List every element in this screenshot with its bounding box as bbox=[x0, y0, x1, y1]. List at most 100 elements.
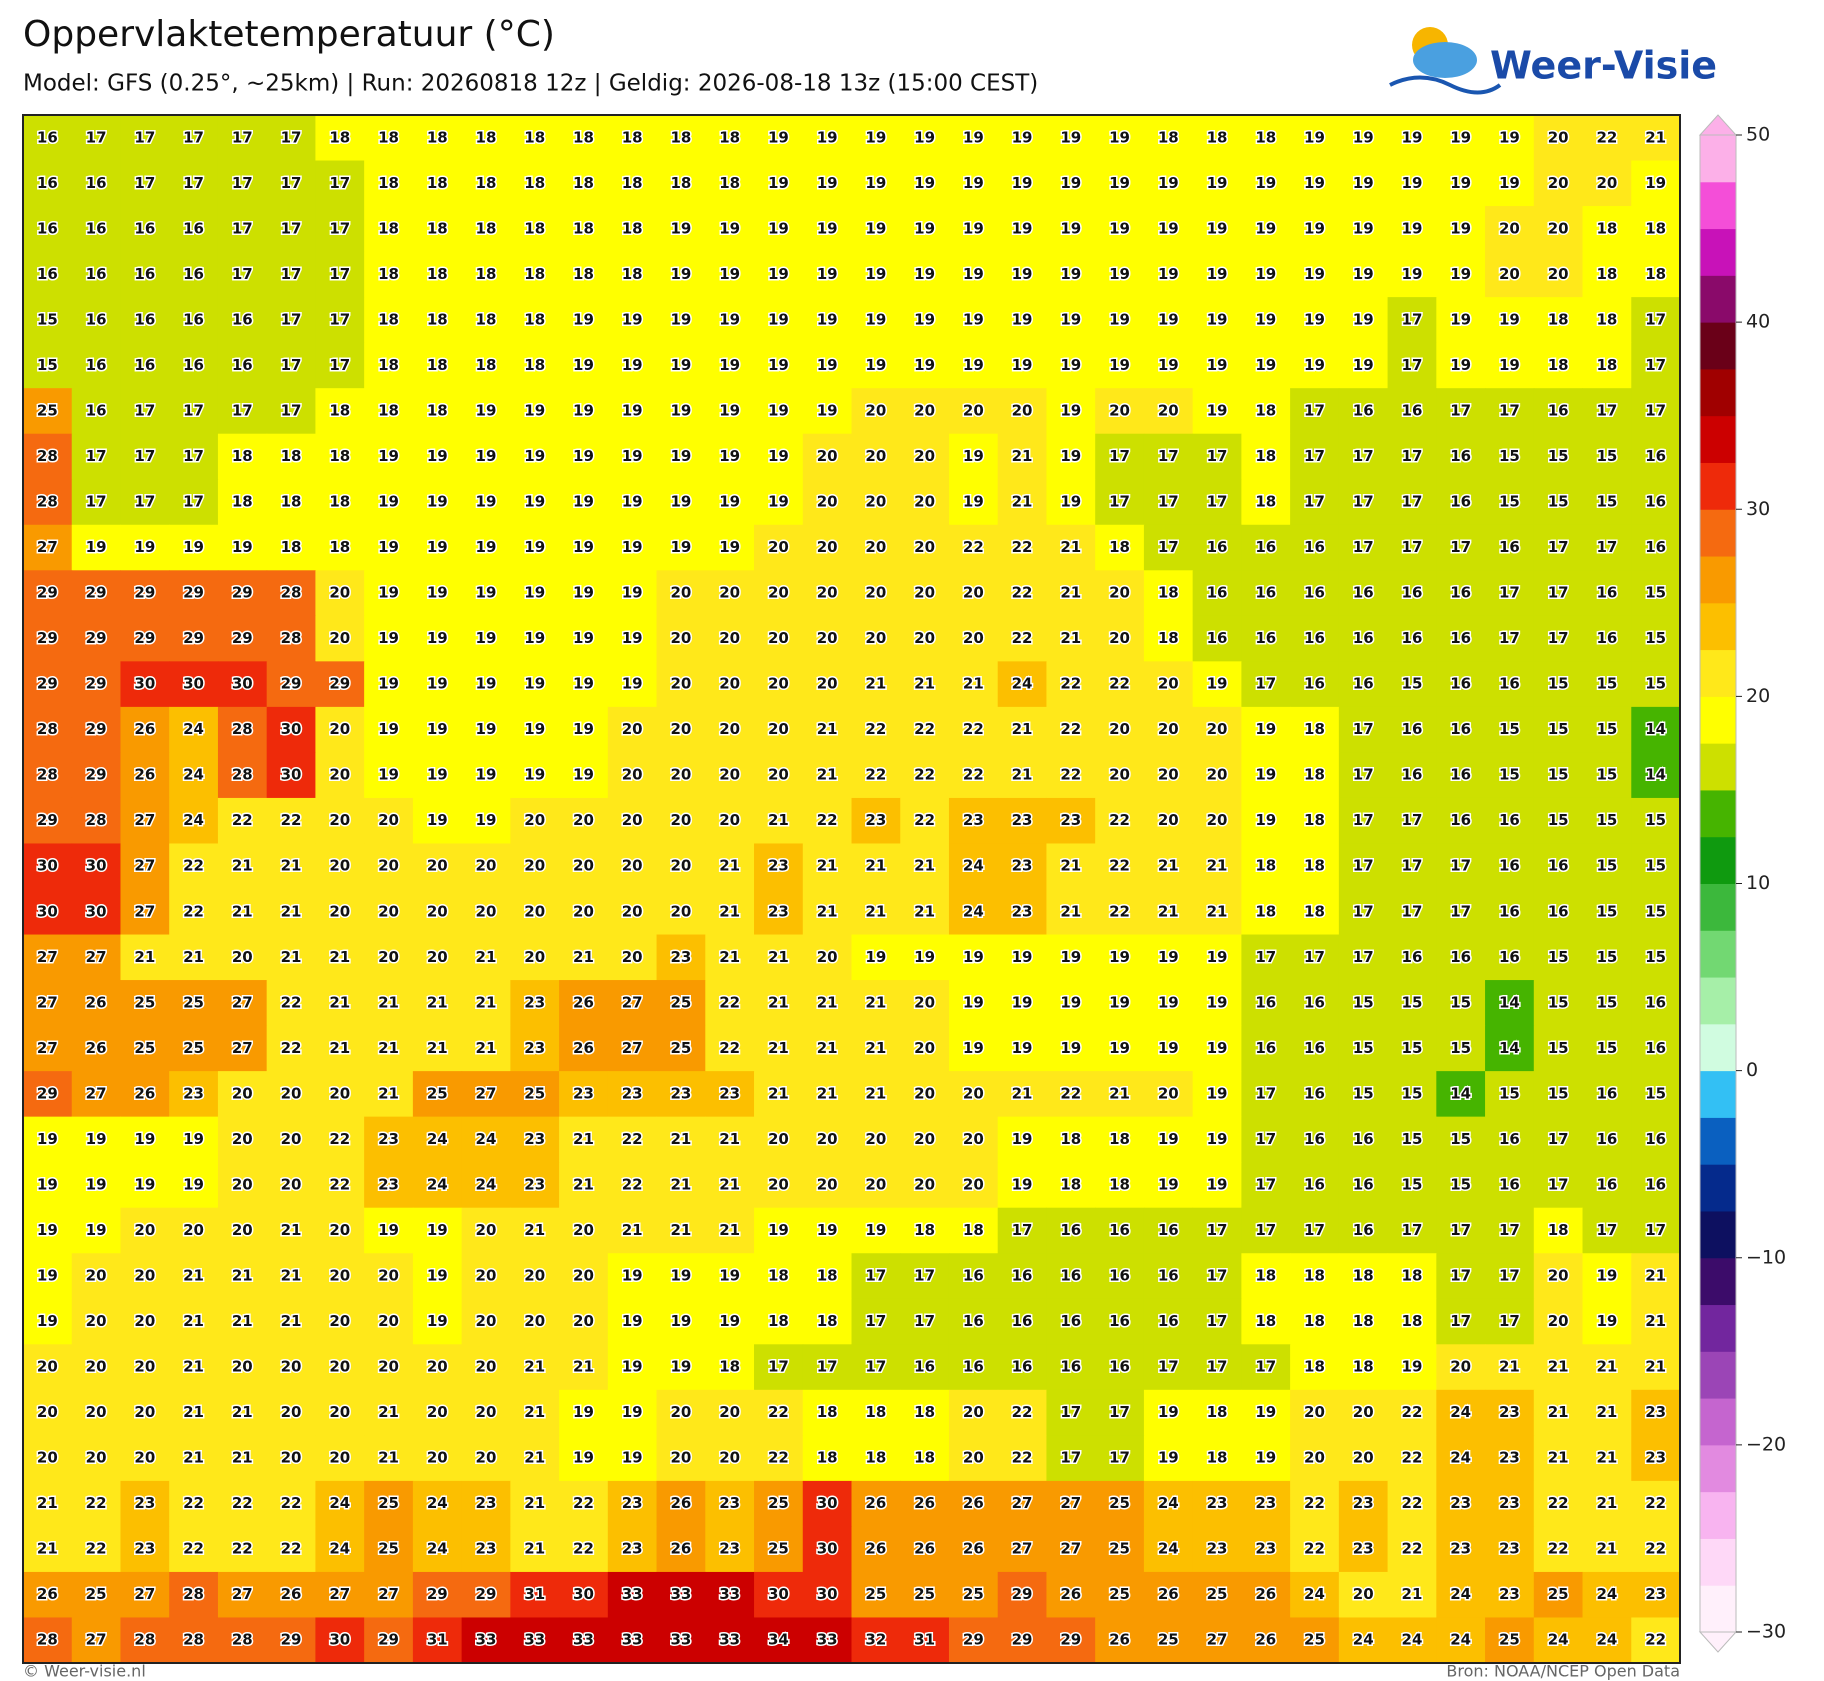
temperature-cell bbox=[900, 1571, 950, 1618]
temperature-cell bbox=[900, 388, 950, 435]
temperature-label: 20 bbox=[1548, 1267, 1569, 1285]
temperature-label: 20 bbox=[329, 1449, 350, 1467]
temperature-cell bbox=[705, 615, 755, 662]
temperature-cell bbox=[1387, 797, 1437, 844]
temperature-cell bbox=[1436, 1025, 1486, 1072]
temperature-cell bbox=[71, 934, 121, 981]
temperature-cell bbox=[802, 843, 852, 890]
temperature-label: 21 bbox=[1596, 1358, 1617, 1376]
temperature-cell bbox=[412, 706, 463, 753]
temperature-cell bbox=[900, 1025, 950, 1072]
temperature-label: 17 bbox=[1207, 493, 1228, 511]
temperature-cell bbox=[948, 479, 999, 526]
temperature-cell bbox=[948, 297, 999, 344]
temperature-label: 21 bbox=[719, 1221, 740, 1239]
temperature-cell bbox=[559, 524, 609, 571]
temperature-cell bbox=[217, 1298, 268, 1345]
temperature-label: 22 bbox=[1548, 1540, 1569, 1558]
temperature-cell bbox=[1046, 980, 1096, 1027]
temperature-label: 19 bbox=[963, 356, 984, 374]
temperature-label: 16 bbox=[1255, 538, 1276, 556]
temperature-label: 19 bbox=[232, 538, 253, 556]
temperature-label: 19 bbox=[1207, 1175, 1228, 1193]
temperature-label: 16 bbox=[1402, 629, 1423, 647]
temperature-label: 21 bbox=[1645, 1358, 1666, 1376]
temperature-label: 19 bbox=[1207, 219, 1228, 237]
temperature-cell bbox=[1143, 1389, 1194, 1436]
temperature-cell bbox=[217, 1480, 268, 1527]
colorbar-band bbox=[1700, 883, 1736, 931]
temperature-cell bbox=[802, 388, 852, 435]
temperature-cell bbox=[217, 160, 268, 207]
temperature-label: 22 bbox=[622, 1130, 643, 1148]
temperature-cell bbox=[120, 706, 170, 753]
temperature-label: 20 bbox=[1548, 265, 1569, 283]
temperature-label: 20 bbox=[524, 857, 545, 875]
temperature-label: 20 bbox=[281, 1130, 302, 1148]
temperature-cell bbox=[802, 615, 852, 662]
temperature-cell bbox=[997, 1389, 1047, 1436]
temperature-label: 23 bbox=[476, 1540, 497, 1558]
temperature-cell bbox=[754, 1253, 804, 1300]
temperature-cell bbox=[997, 752, 1047, 799]
temperature-label: 29 bbox=[37, 811, 58, 829]
temperature-label: 19 bbox=[768, 265, 789, 283]
temperature-label: 21 bbox=[865, 902, 886, 920]
temperature-cell bbox=[169, 479, 219, 526]
temperature-cell bbox=[559, 1389, 609, 1436]
temperature-label: 27 bbox=[378, 1585, 399, 1603]
temperature-cell bbox=[1241, 843, 1291, 890]
temperature-label: 20 bbox=[1499, 265, 1520, 283]
temperature-label: 19 bbox=[1158, 310, 1179, 328]
temperature-label: 19 bbox=[573, 401, 594, 419]
temperature-label: 22 bbox=[719, 993, 740, 1011]
temperature-cell bbox=[656, 206, 706, 253]
temperature-label: 18 bbox=[1158, 629, 1179, 647]
temperature-cell bbox=[217, 524, 268, 571]
temperature-cell bbox=[1192, 1435, 1242, 1482]
temperature-label: 15 bbox=[1402, 993, 1423, 1011]
temperature-cell bbox=[1143, 524, 1194, 571]
temperature-label: 22 bbox=[1012, 629, 1033, 647]
temperature-cell bbox=[461, 706, 511, 753]
temperature-cell bbox=[217, 1344, 268, 1391]
temperature-cell bbox=[754, 1389, 804, 1436]
temperature-label: 21 bbox=[524, 1494, 545, 1512]
temperature-label: 28 bbox=[232, 720, 253, 738]
temperature-cell bbox=[997, 843, 1047, 890]
temperature-label: 19 bbox=[914, 128, 935, 146]
temperature-cell bbox=[705, 342, 755, 389]
temperature-label: 26 bbox=[1255, 1585, 1276, 1603]
temperature-cell bbox=[266, 1389, 316, 1436]
temperature-label: 19 bbox=[963, 993, 984, 1011]
temperature-cell bbox=[1143, 1344, 1194, 1391]
temperature-label: 19 bbox=[573, 447, 594, 465]
temperature-cell bbox=[656, 752, 706, 799]
temperature-cell bbox=[948, 1253, 999, 1300]
temperature-label: 18 bbox=[281, 447, 302, 465]
temperature-cell bbox=[1241, 1480, 1291, 1527]
temperature-label: 19 bbox=[427, 447, 448, 465]
temperature-cell bbox=[1143, 889, 1194, 936]
temperature-cell bbox=[1631, 1344, 1681, 1391]
temperature-label: 29 bbox=[37, 629, 58, 647]
temperature-cell bbox=[1143, 388, 1194, 435]
temperature-label: 19 bbox=[1109, 310, 1130, 328]
temperature-label: 15 bbox=[1596, 1039, 1617, 1057]
temperature-cell bbox=[1387, 1571, 1437, 1618]
temperature-cell bbox=[1046, 1344, 1096, 1391]
temperature-label: 17 bbox=[1109, 447, 1130, 465]
temperature-cell bbox=[705, 1162, 755, 1209]
temperature-label: 17 bbox=[1207, 1267, 1228, 1285]
temperature-cell bbox=[1241, 889, 1291, 936]
temperature-label: 18 bbox=[1304, 1267, 1325, 1285]
temperature-cell bbox=[412, 843, 463, 890]
temperature-cell bbox=[1143, 1298, 1194, 1345]
temperature-label: 17 bbox=[232, 174, 253, 192]
temperature-cell bbox=[656, 1253, 706, 1300]
temperature-cell bbox=[1143, 797, 1194, 844]
temperature-label: 19 bbox=[1109, 993, 1130, 1011]
temperature-label: 19 bbox=[1109, 948, 1130, 966]
temperature-label: 15 bbox=[1402, 1175, 1423, 1193]
temperature-cell bbox=[71, 388, 121, 435]
